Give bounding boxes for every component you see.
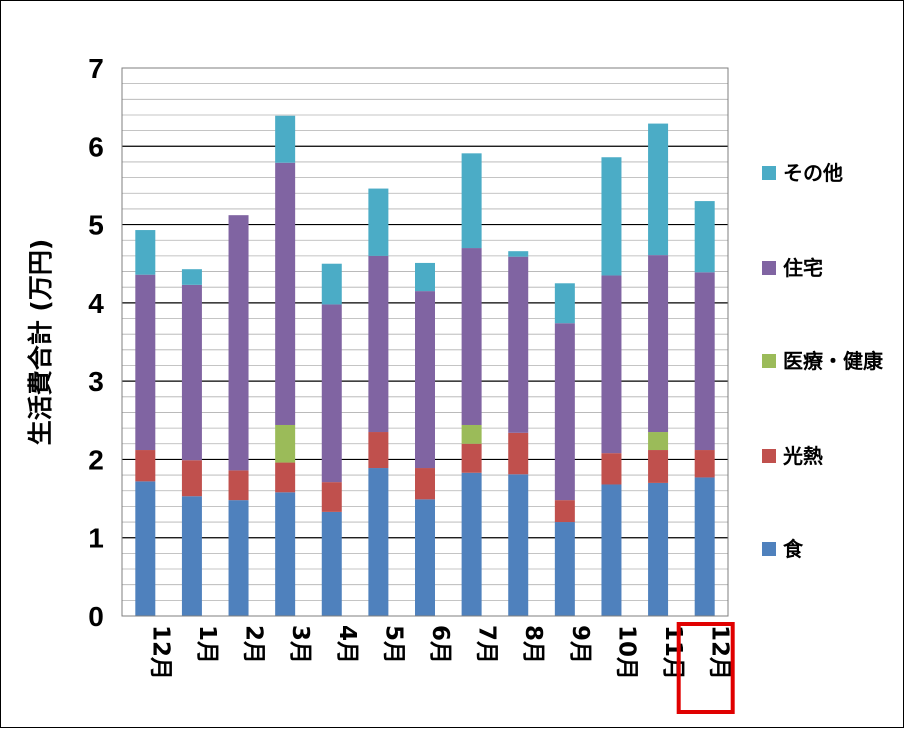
x-tick-label: 3月 — [287, 625, 313, 664]
legend-label: 食 — [783, 537, 804, 561]
bar-segment — [694, 272, 715, 451]
y-axis-label: 生活費合計 (万円) — [26, 239, 55, 446]
bar-segment — [601, 157, 622, 276]
x-tick-label: 9月 — [567, 625, 593, 664]
bar-segment — [554, 323, 575, 501]
bar-segment — [415, 262, 435, 292]
legend-label: 医療・健康 — [783, 349, 884, 373]
bar-segment — [508, 474, 529, 616]
bar-segment — [275, 115, 296, 163]
bar-segment — [321, 263, 342, 305]
bar-segment — [181, 460, 202, 497]
y-tick-label: 7 — [88, 53, 104, 84]
bar-segment — [368, 188, 389, 256]
bar-segment — [415, 499, 435, 616]
legend-label: 住宅 — [783, 256, 823, 280]
bar-segment — [135, 450, 156, 482]
bar-segment — [461, 472, 482, 616]
legend-swatch — [762, 542, 776, 556]
bar-segment — [368, 255, 389, 433]
legend-swatch — [762, 166, 776, 180]
bar-segment — [648, 123, 669, 256]
bar-segment — [321, 304, 342, 483]
x-tick-labels: 12月 1月 2月 3月 4月 5月 6月 7月 8月 9月 10月 11月 12月 — [147, 625, 732, 680]
bar-segment — [648, 450, 669, 483]
y-tick-label: 4 — [88, 288, 104, 319]
bar-segment — [321, 511, 342, 616]
bar-segment — [461, 153, 482, 249]
bar-segment — [694, 201, 715, 273]
x-tick-label: 6月 — [427, 625, 453, 664]
bar-segment — [461, 443, 482, 473]
legend-swatch — [762, 261, 776, 275]
bar-segment — [135, 481, 156, 616]
legend-label: 光熱 — [782, 444, 823, 468]
x-tick-label: 12月 — [147, 625, 173, 680]
bar-segment — [648, 255, 669, 433]
x-tick-label: 12月 — [707, 625, 733, 680]
y-tick-label: 1 — [88, 523, 104, 554]
x-tick-label: 5月 — [380, 625, 406, 664]
bar-segment — [648, 482, 669, 616]
plot-area-border — [121, 67, 729, 617]
bar-segment — [694, 477, 715, 616]
bar-segment — [275, 424, 296, 463]
bar-segment — [275, 492, 296, 616]
bar-segment — [181, 284, 202, 461]
bar-segment — [181, 269, 202, 285]
legend-swatch — [762, 449, 776, 463]
bar-segment — [135, 274, 156, 451]
bar-segment — [181, 496, 202, 616]
y-tick-label: 2 — [88, 444, 104, 475]
x-tick-label: 4月 — [334, 625, 360, 664]
bar-segment — [275, 462, 296, 493]
x-tick-label: 7月 — [474, 625, 500, 664]
bar-segment — [554, 500, 575, 523]
bar-segment — [368, 468, 389, 616]
bar-segment — [228, 215, 249, 471]
x-tick-label: 10月 — [613, 625, 639, 680]
bar-segment — [275, 162, 296, 425]
y-tick-label: 0 — [88, 601, 104, 632]
bar-segment — [508, 256, 529, 433]
bar-segment — [601, 275, 622, 454]
bar-segment — [321, 482, 342, 512]
y-tick-label: 3 — [88, 366, 104, 397]
bar-segment — [694, 450, 715, 478]
bar-segment — [368, 432, 389, 469]
bar-segment — [508, 432, 529, 475]
bar-segment — [601, 484, 622, 616]
bar-segment — [601, 453, 622, 485]
legend-label: その他 — [783, 161, 843, 185]
bar-segment — [415, 291, 435, 469]
y-tick-label: 6 — [88, 131, 104, 162]
y-tick-label: 5 — [88, 210, 104, 241]
bar-segment — [554, 283, 575, 324]
bar-segment — [135, 230, 156, 275]
highlight-box — [676, 622, 735, 714]
bar-segment — [415, 468, 435, 500]
y-tick-labels: 0 1 2 3 4 5 6 7 — [88, 53, 104, 632]
legend-swatch — [762, 354, 776, 368]
x-tick-label: 8月 — [520, 625, 546, 664]
x-tick-label: 11月 — [660, 625, 686, 680]
bar-segment — [461, 248, 482, 425]
bar-segment — [228, 470, 249, 501]
bar-segment — [554, 522, 575, 616]
bar-segment — [228, 500, 249, 616]
x-tick-label: 2月 — [241, 625, 267, 664]
x-tick-label: 1月 — [194, 625, 220, 664]
bar-segment — [648, 432, 669, 451]
bars — [135, 115, 715, 616]
bar-segment — [461, 424, 482, 444]
bar-segment — [508, 251, 529, 257]
